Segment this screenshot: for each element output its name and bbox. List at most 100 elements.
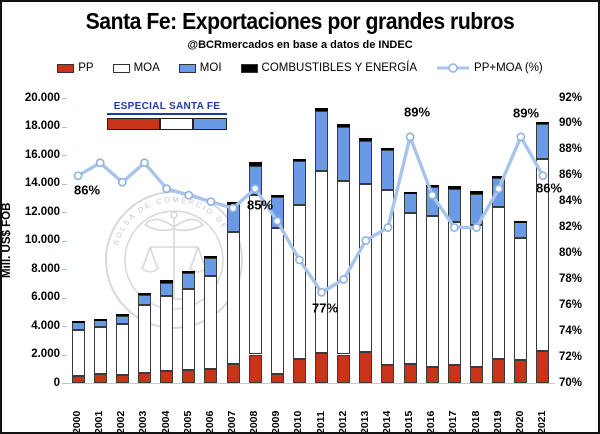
bar-segment-moa — [160, 295, 174, 371]
bar-segment-pp — [536, 350, 550, 383]
x-tick-label: 2012 — [336, 410, 349, 434]
bar-segment-combustibles-y-energ-a — [160, 280, 174, 283]
y-axis-tick — [62, 183, 67, 185]
y-axis-tick — [62, 383, 67, 384]
pct-label-2008: 85% — [246, 197, 274, 213]
chart-title-text: Santa Fe: Exportaciones por grandes rubr… — [85, 8, 515, 34]
line-marker — [162, 184, 172, 194]
bar-segment-moa — [425, 215, 439, 367]
line-marker — [449, 223, 459, 232]
bar-segment-moa — [93, 327, 107, 374]
bar-segment-pp — [71, 375, 85, 383]
y-left-tick-label: 18.000 — [24, 120, 60, 132]
line-marker — [472, 223, 481, 232]
line-marker — [361, 236, 371, 245]
legend-swatch — [178, 63, 196, 73]
pct-label-2011: 77% — [311, 300, 339, 316]
bar-segment-pp — [470, 367, 484, 383]
bar-segment-moi — [204, 258, 218, 277]
bar-segment-moa — [182, 288, 196, 371]
x-tick-label: 2010 — [292, 410, 305, 434]
y-right-tick-label: 88% — [559, 143, 583, 156]
line-marker — [184, 190, 194, 200]
bar-segment-pp — [381, 365, 395, 383]
legend-label: MOI — [199, 62, 222, 74]
chart-title: Santa Fe: Exportaciones por grandes rubr… — [2, 8, 598, 35]
pct-label-2015: 89% — [403, 104, 431, 120]
x-tick-label: 2003 — [137, 410, 150, 434]
bar-segment-pp — [226, 364, 240, 383]
line-marker — [250, 184, 260, 194]
bar-segment-combustibles-y-energ-a — [182, 271, 196, 274]
legend-label: COMBUSTIBLES Y ENERGÍA — [261, 62, 418, 74]
bar-segment-combustibles-y-energ-a — [425, 184, 439, 188]
bar-segment-moa — [359, 184, 373, 352]
bar-segment-combustibles-y-energ-a — [292, 159, 306, 162]
x-tick-label: 2013 — [358, 410, 371, 434]
bar-segment-moa — [403, 212, 417, 364]
bar-segment-moi — [381, 150, 395, 191]
line-marker — [405, 132, 415, 142]
bar-segment-combustibles-y-energ-a — [403, 192, 417, 195]
bar-segment-combustibles-y-energ-a — [514, 220, 528, 223]
x-tick-label: 2004 — [159, 410, 172, 434]
bar-segment-moa — [71, 329, 85, 376]
bar-segment-moi — [337, 127, 351, 181]
legend-item-moi: MOI — [178, 62, 222, 74]
y-right-tick-label: 92% — [559, 91, 583, 104]
bar-segment-combustibles-y-energ-a — [71, 321, 85, 323]
bar-segment-moi — [115, 315, 129, 324]
x-tick-label: 2008 — [248, 410, 261, 434]
pct-label-2021: 86% — [535, 180, 563, 196]
x-tick-label: 2006 — [203, 410, 216, 434]
x-axis-line — [67, 383, 555, 384]
bar-segment-pp — [182, 370, 196, 383]
line-marker — [73, 171, 83, 181]
bar-segment-combustibles-y-energ-a — [115, 313, 129, 316]
bar-segment-moi — [182, 273, 196, 289]
x-tick-label: 2019 — [491, 410, 504, 434]
y-axis-tick — [62, 297, 67, 299]
bar-segment-moi — [315, 110, 329, 172]
y-right-tick-label: 86% — [559, 169, 583, 182]
line-marker — [95, 158, 105, 168]
bar-segment-combustibles-y-energ-a — [204, 256, 218, 259]
bar-segment-moa — [315, 171, 329, 354]
x-tick-label: 2005 — [181, 410, 194, 434]
x-tick-label: 2009 — [270, 410, 283, 434]
badge-especial-santa-fe: ESPECIAL SANTA FE — [107, 101, 227, 130]
bar-segment-moa — [447, 221, 461, 366]
bar-segment-moi — [292, 161, 306, 206]
x-tick-label: 2000 — [71, 410, 84, 434]
line-marker — [272, 216, 282, 226]
badge-flag-segment — [107, 118, 160, 130]
x-tick-label: 2014 — [380, 410, 393, 434]
bar-segment-combustibles-y-energ-a — [337, 123, 351, 128]
y-axis-tick — [62, 98, 67, 99]
bar-segment-moa — [514, 238, 528, 361]
bar-segment-moa — [115, 323, 129, 376]
bar-segment-combustibles-y-energ-a — [315, 107, 329, 111]
bar-segment-pp — [447, 365, 461, 383]
y-axis-tick — [62, 155, 67, 156]
bar-segment-pp — [204, 369, 218, 383]
bcr-seal-watermark: BOLSA DE COMERCIO DE ROSARIO — [95, 180, 243, 329]
line-marker — [494, 184, 504, 194]
line-marker — [140, 158, 149, 168]
bar-segment-pp — [115, 375, 129, 383]
y-right-tick-label: 84% — [559, 195, 583, 208]
y-axis-tick — [62, 354, 67, 356]
x-tick-label: 2002 — [115, 410, 128, 434]
y-left-tick-label: 2.000 — [31, 348, 60, 360]
bar-segment-moa — [137, 304, 151, 374]
y-axis-tick — [62, 240, 67, 242]
y-axis-tick — [62, 269, 67, 270]
line-marker — [339, 274, 349, 284]
bar-segment-pp — [359, 351, 373, 383]
bar-segment-combustibles-y-energ-a — [248, 162, 262, 166]
legend-line-sample — [437, 63, 470, 73]
line-marker — [383, 223, 393, 232]
line-marker — [228, 203, 238, 213]
bar-segment-pp — [248, 354, 262, 383]
